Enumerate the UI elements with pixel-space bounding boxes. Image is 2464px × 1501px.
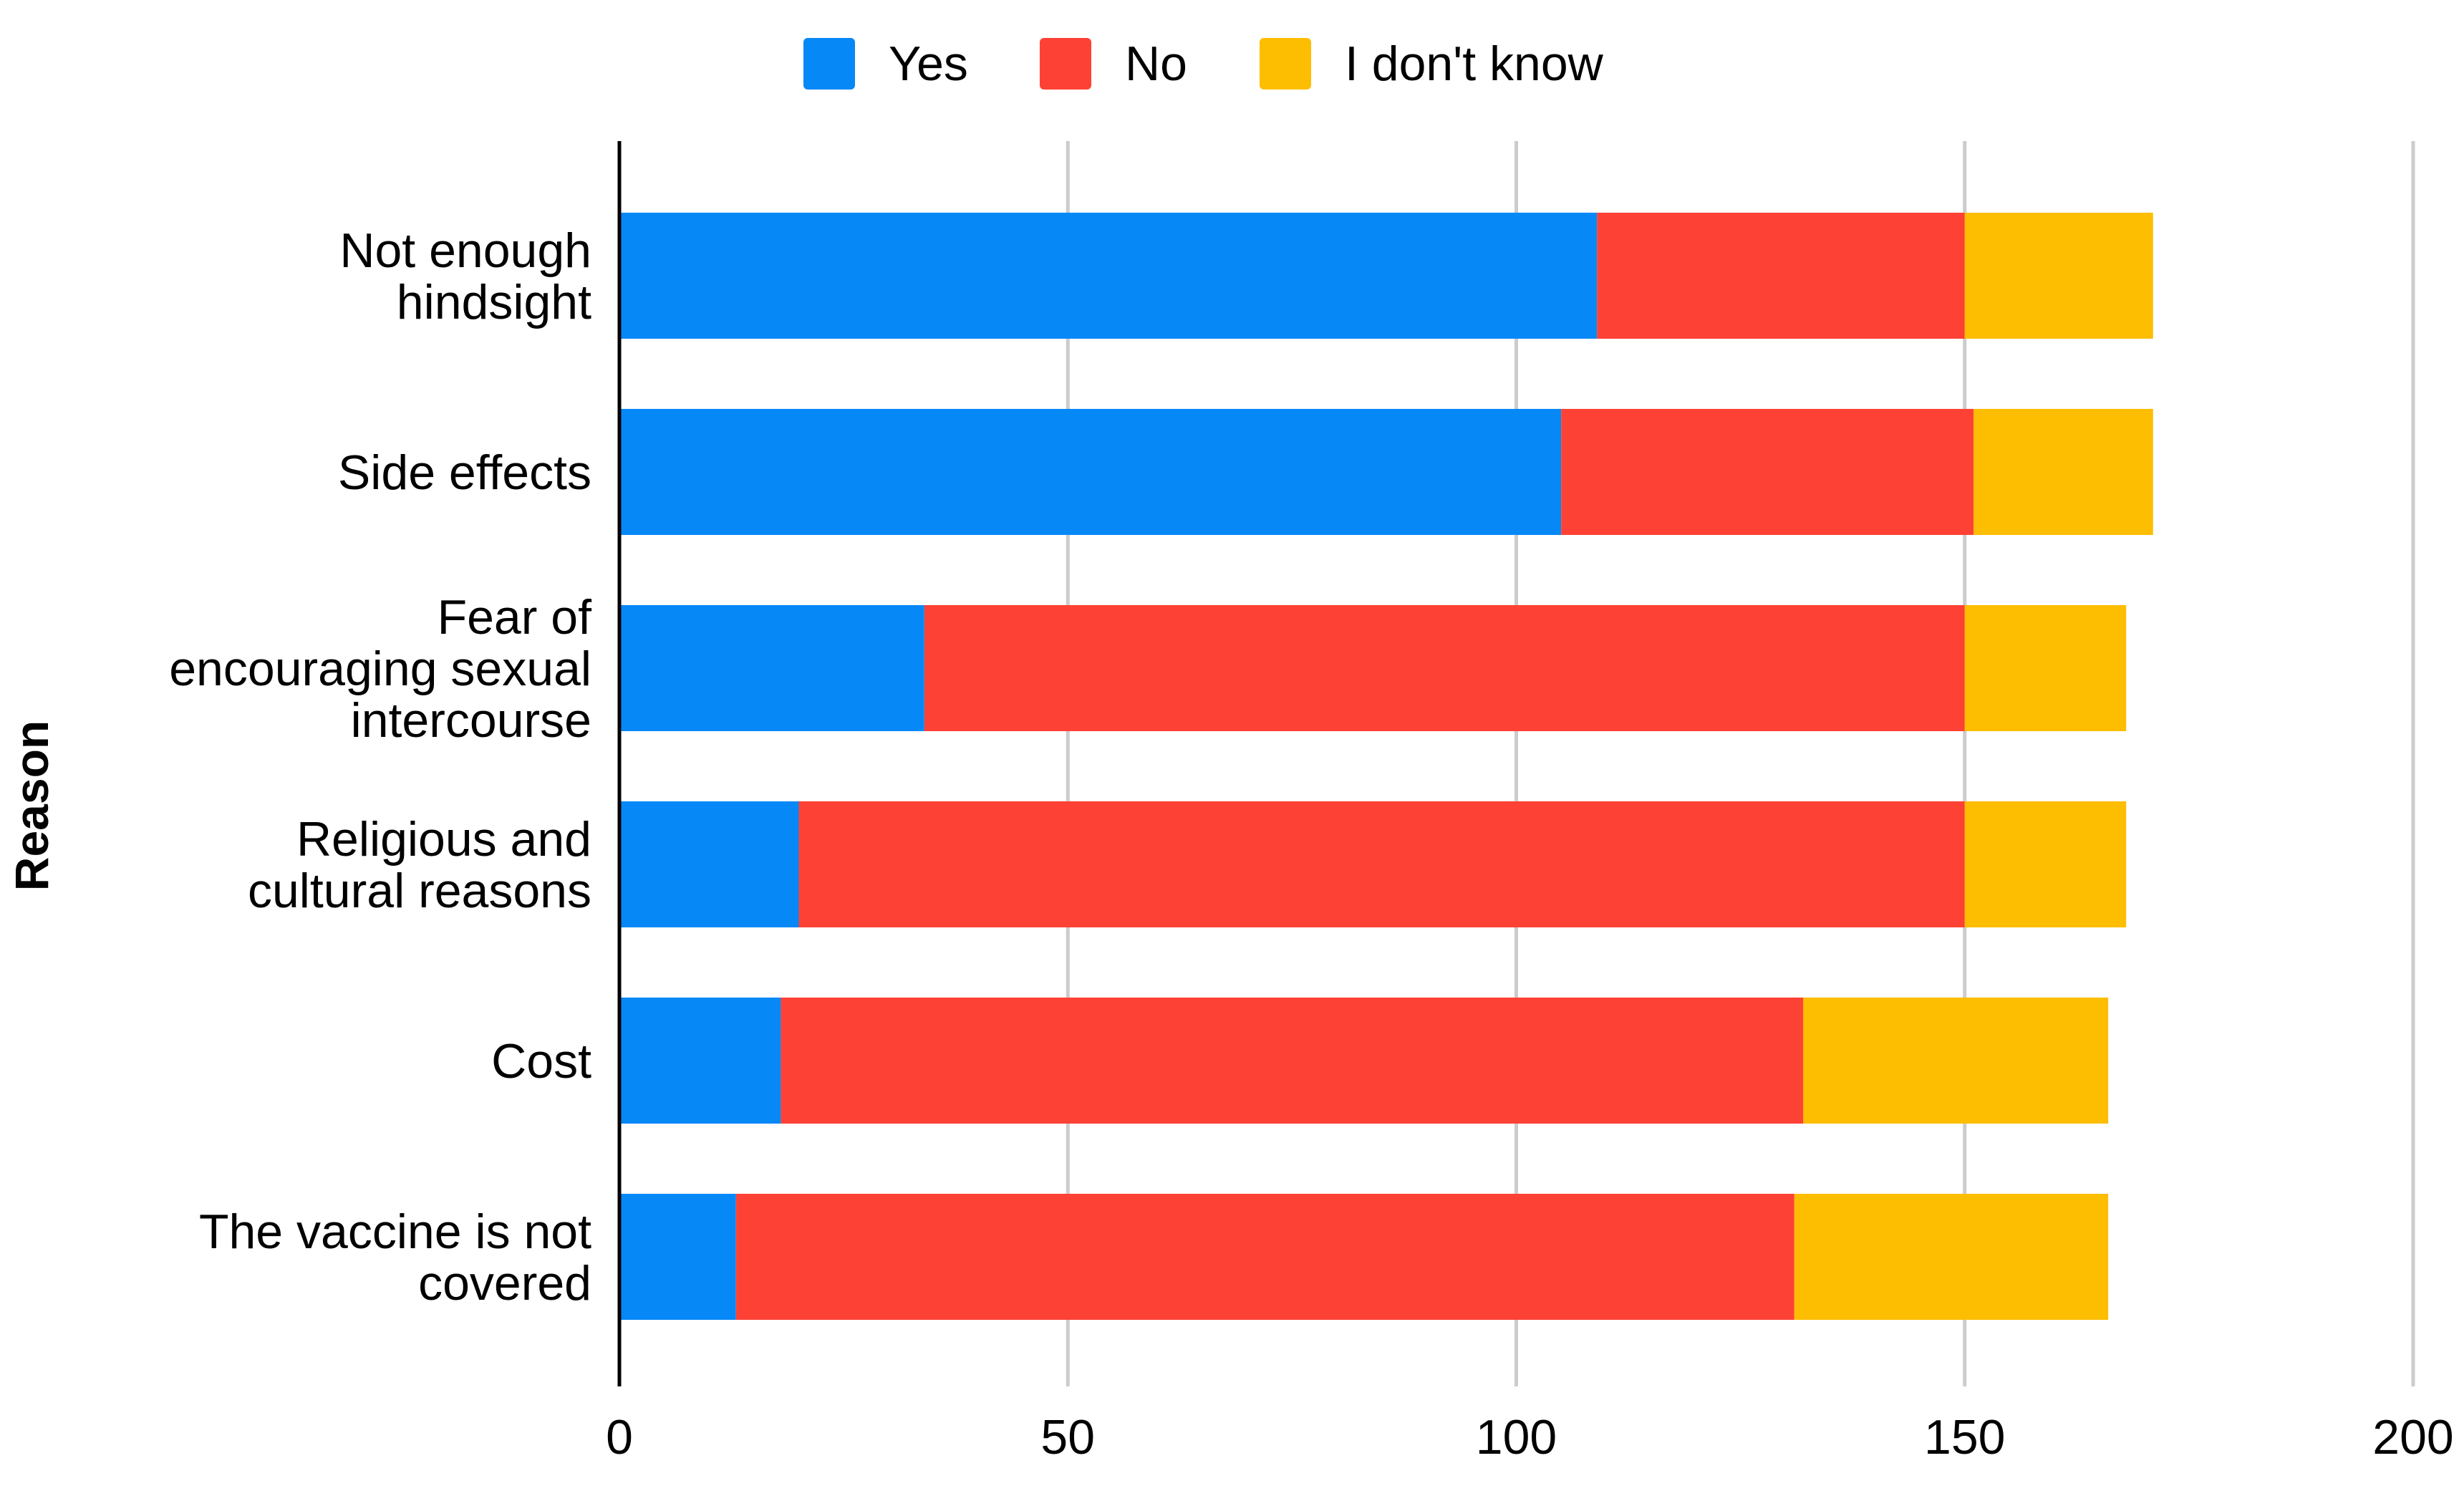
bar-segment-yes-3: [619, 801, 799, 927]
category-label: Side effects: [338, 445, 591, 500]
bar-segment-no-0: [1597, 213, 1965, 339]
bar-segment-yes-5: [619, 1194, 736, 1320]
bar-segment-no-5: [735, 1194, 1794, 1320]
bar-segment-yes-0: [619, 213, 1598, 339]
category-label: Not enough: [339, 223, 591, 278]
legend-label-yes: Yes: [889, 37, 968, 91]
legend-swatch-no: [1040, 38, 1091, 90]
bar-segment-i-don-t-know-4: [1803, 998, 2109, 1124]
category-label: hindsight: [397, 275, 591, 329]
x-tick-labels: 0 50 100 150 200: [606, 1410, 2454, 1464]
gridlines: [1066, 141, 2415, 1386]
bar-segment-i-don-t-know-5: [1794, 1194, 2109, 1320]
category-label: cultural reasons: [248, 864, 591, 918]
bar-segment-i-don-t-know-1: [1973, 409, 2153, 535]
bar-segment-no-2: [924, 605, 1965, 731]
legend-swatch-i-don-t-know: [1260, 38, 1311, 90]
legend-label-i-don-t-know: I don't know: [1345, 37, 1604, 91]
legend-swatch-yes: [803, 38, 855, 90]
legend: Yes No I don't know: [803, 37, 1604, 91]
x-tick-label: 200: [2372, 1410, 2453, 1464]
bar-segment-no-3: [798, 801, 1965, 927]
legend-label-no: No: [1125, 37, 1187, 91]
bar-segment-no-4: [781, 998, 1804, 1124]
bar-segment-i-don-t-know-0: [1964, 213, 2153, 339]
bar-segment-yes-1: [619, 409, 1562, 535]
bar-segment-i-don-t-know-3: [1964, 801, 2127, 927]
category-label: covered: [418, 1256, 591, 1311]
bar-segment-i-don-t-know-2: [1964, 605, 2127, 731]
category-label: Religious and: [296, 812, 591, 867]
bar-segment-yes-4: [619, 998, 781, 1124]
bar-segment-no-1: [1561, 409, 1974, 535]
category-label: The vaccine is not: [199, 1205, 591, 1259]
x-tick-label: 150: [1924, 1410, 2005, 1464]
bar-segment-yes-2: [619, 605, 924, 731]
x-tick-label: 100: [1476, 1410, 1557, 1464]
category-label: encouraging sexual: [169, 642, 591, 696]
category-label: Fear of: [438, 590, 592, 645]
y-axis-title: Reason: [5, 720, 58, 891]
x-tick-label: 50: [1040, 1410, 1095, 1464]
category-label: Cost: [491, 1034, 591, 1089]
x-tick-label: 0: [606, 1410, 633, 1464]
bars: [619, 213, 2153, 1320]
category-label: intercourse: [351, 693, 591, 748]
